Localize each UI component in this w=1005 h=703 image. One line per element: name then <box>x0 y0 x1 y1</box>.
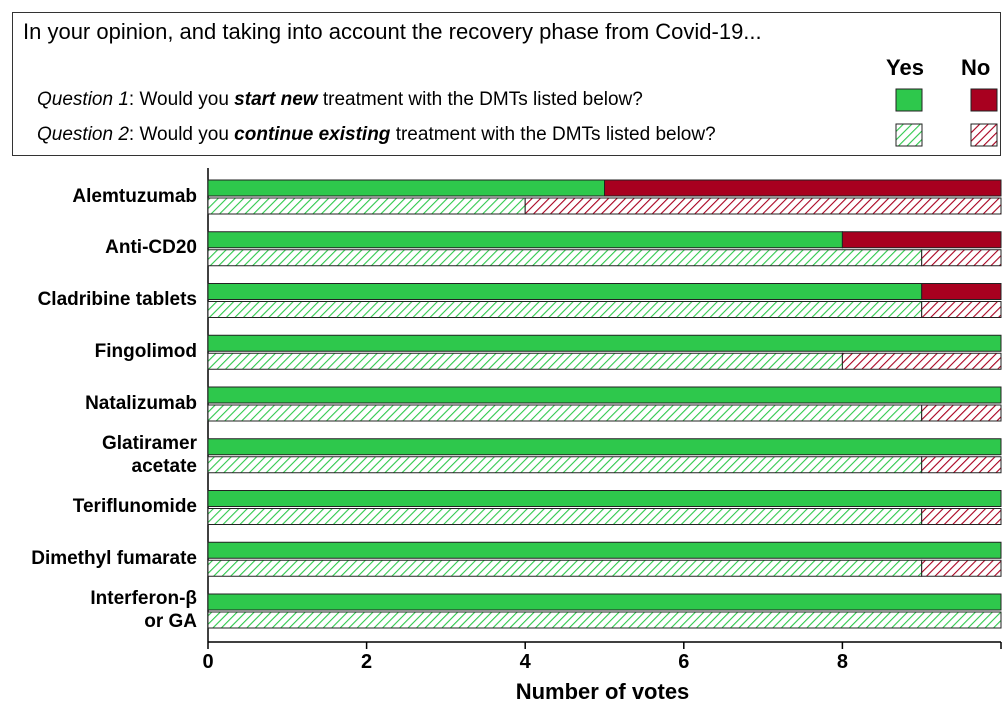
bar <box>207 611 1002 629</box>
bar <box>921 283 1002 300</box>
legend-text: : Would you <box>128 89 235 110</box>
x-tick-label: 8 <box>837 651 848 673</box>
category-label: Interferon-β or GA <box>90 588 197 632</box>
bar <box>207 301 923 318</box>
bar <box>524 197 1002 215</box>
legend-text: Question 2 <box>37 124 129 145</box>
bar <box>921 404 1002 422</box>
bar <box>207 438 1002 456</box>
x-tick-label: 4 <box>520 651 532 673</box>
legend-text: start new <box>234 89 318 110</box>
legend-swatch <box>970 123 998 147</box>
legend-text: treatment with the DMTs listed below? <box>390 124 716 145</box>
legend-header: Yes <box>886 55 924 80</box>
category-label: Cladribine tablets <box>37 289 197 310</box>
bar <box>207 404 923 422</box>
bar <box>604 179 1002 197</box>
bar <box>207 490 1002 507</box>
bar <box>841 352 1002 370</box>
legend-text: treatment with the DMTs listed below? <box>317 89 643 110</box>
bar <box>207 456 923 474</box>
category-label: Alemtuzumab <box>72 185 197 207</box>
bar <box>207 559 923 577</box>
x-tick-label: 0 <box>202 651 213 673</box>
bar <box>921 301 1002 318</box>
category-label: Dimethyl fumarate <box>31 547 197 569</box>
legend-row: Question 1: Would you start new treatmen… <box>37 89 643 111</box>
legend-text: Question 1 <box>37 89 129 110</box>
bar <box>207 334 1002 352</box>
category-label: Fingolimod <box>94 340 197 362</box>
bar <box>207 249 923 267</box>
bar <box>207 283 923 300</box>
bar <box>921 559 1002 577</box>
bar <box>921 249 1002 267</box>
bar <box>207 231 843 249</box>
legend-swatch <box>895 123 923 147</box>
category-label: Anti-CD20 <box>105 237 197 259</box>
x-tick-label: 6 <box>678 651 689 673</box>
bar <box>921 456 1002 474</box>
bar <box>207 352 843 370</box>
legend-row: Question 2: Would you continue existing … <box>37 124 716 146</box>
bar <box>207 197 526 215</box>
bar <box>207 179 605 197</box>
legend-title: In your opinion, and taking into account… <box>23 19 762 44</box>
legend: In your opinion, and taking into account… <box>12 12 1001 156</box>
bar <box>207 593 1002 611</box>
legend-header: No <box>961 55 991 80</box>
x-tick-label: 2 <box>361 651 372 673</box>
bar <box>207 541 1002 559</box>
category-label: Teriflunomide <box>72 496 197 517</box>
bar <box>207 508 923 525</box>
category-label: Natalizumab <box>85 392 197 414</box>
bar <box>841 231 1002 249</box>
legend-swatch <box>895 88 923 112</box>
x-axis-title: Number of votes <box>516 679 690 703</box>
bar <box>207 386 1002 404</box>
legend-swatch <box>970 88 998 112</box>
category-label: Glatiramer acetate <box>101 432 197 477</box>
bar <box>921 508 1002 525</box>
legend-text: : Would you <box>128 124 235 145</box>
legend-text: continue existing <box>234 124 391 145</box>
